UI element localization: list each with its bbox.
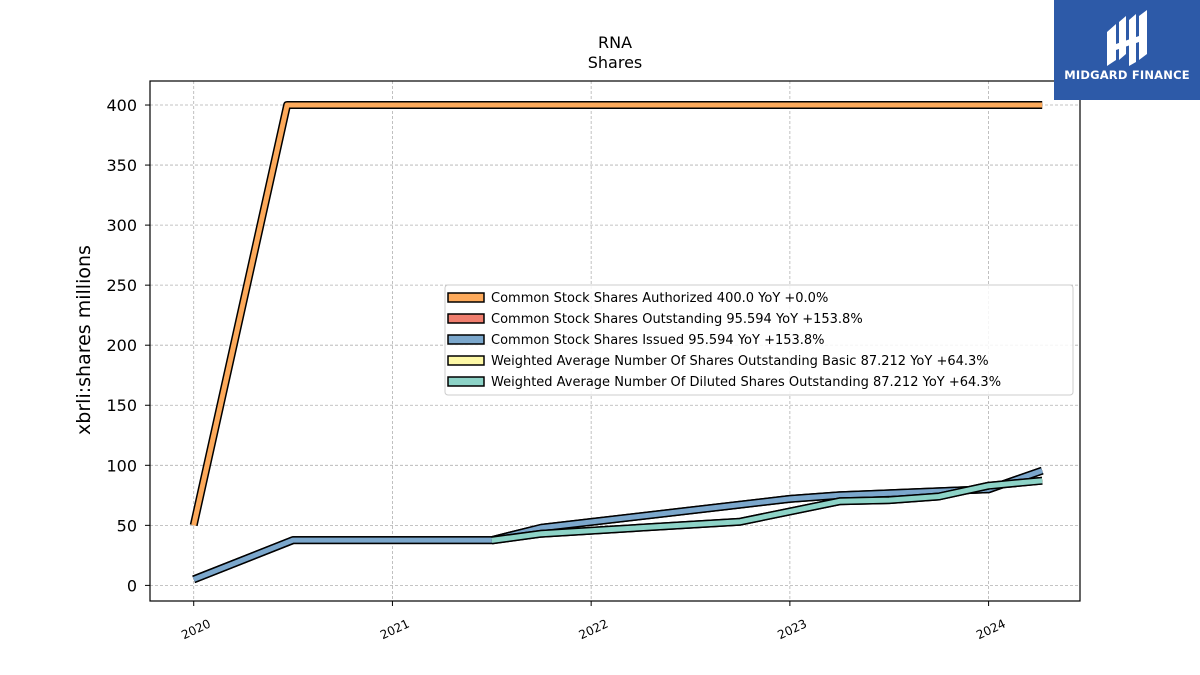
x-tick-label: 2021	[378, 617, 412, 643]
y-axis: 0 50 100 150 200 250 300 350 400	[106, 96, 150, 595]
logo-mark-icon	[1107, 10, 1147, 66]
series-line-0	[191, 102, 1043, 526]
y-tick-label: 250	[106, 276, 137, 295]
chart-subtitle: Shares	[587, 53, 643, 72]
series-line-4	[491, 478, 1043, 543]
legend-swatch	[447, 355, 485, 366]
brand-logo: MIDGARD FINANCE	[1054, 0, 1200, 100]
grid	[150, 81, 1080, 601]
legend-label: Common Stock Shares Issued 95.594 YoY +1…	[491, 333, 825, 348]
x-tick-label: 2024	[974, 617, 1008, 643]
legend-label: Weighted Average Number Of Shares Outsta…	[491, 354, 989, 369]
y-tick-label: 200	[106, 336, 137, 355]
x-axis: 2020 2021 2022 2023 2024	[179, 601, 1008, 643]
y-tick-label: 350	[106, 156, 137, 175]
legend-label: Common Stock Shares Authorized 400.0 YoY…	[491, 291, 828, 306]
series-layer	[189, 101, 1044, 584]
legend-swatch	[447, 334, 485, 345]
chart-title: RNA	[597, 33, 633, 52]
legend-swatch	[447, 313, 485, 324]
y-tick-label: 150	[106, 396, 137, 415]
y-tick-label: 0	[127, 576, 137, 595]
y-axis-label: xbrli:shares millions	[73, 245, 95, 435]
y-tick-label: 50	[117, 516, 137, 535]
legend-label: Common Stock Shares Outstanding 95.594 Y…	[491, 312, 863, 327]
legend-box	[444, 284, 1074, 396]
x-tick-label: 2022	[577, 617, 611, 643]
legend-swatch	[447, 292, 485, 303]
x-tick-label: 2023	[775, 617, 809, 643]
y-tick-label: 100	[106, 456, 137, 475]
legend-swatch	[447, 376, 485, 387]
legend-label: Weighted Average Number Of Diluted Share…	[491, 375, 1001, 390]
legend: Common Stock Shares Authorized 400.0 YoY…	[444, 284, 1074, 396]
y-tick-label: 400	[106, 96, 137, 115]
x-tick-label: 2020	[179, 617, 213, 643]
y-tick-label: 300	[106, 216, 137, 235]
plot-frame	[149, 80, 1081, 602]
brand-name: MIDGARD FINANCE	[1064, 68, 1190, 82]
